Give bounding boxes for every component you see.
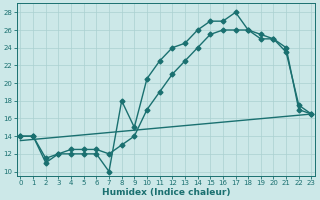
X-axis label: Humidex (Indice chaleur): Humidex (Indice chaleur) [102,188,230,197]
